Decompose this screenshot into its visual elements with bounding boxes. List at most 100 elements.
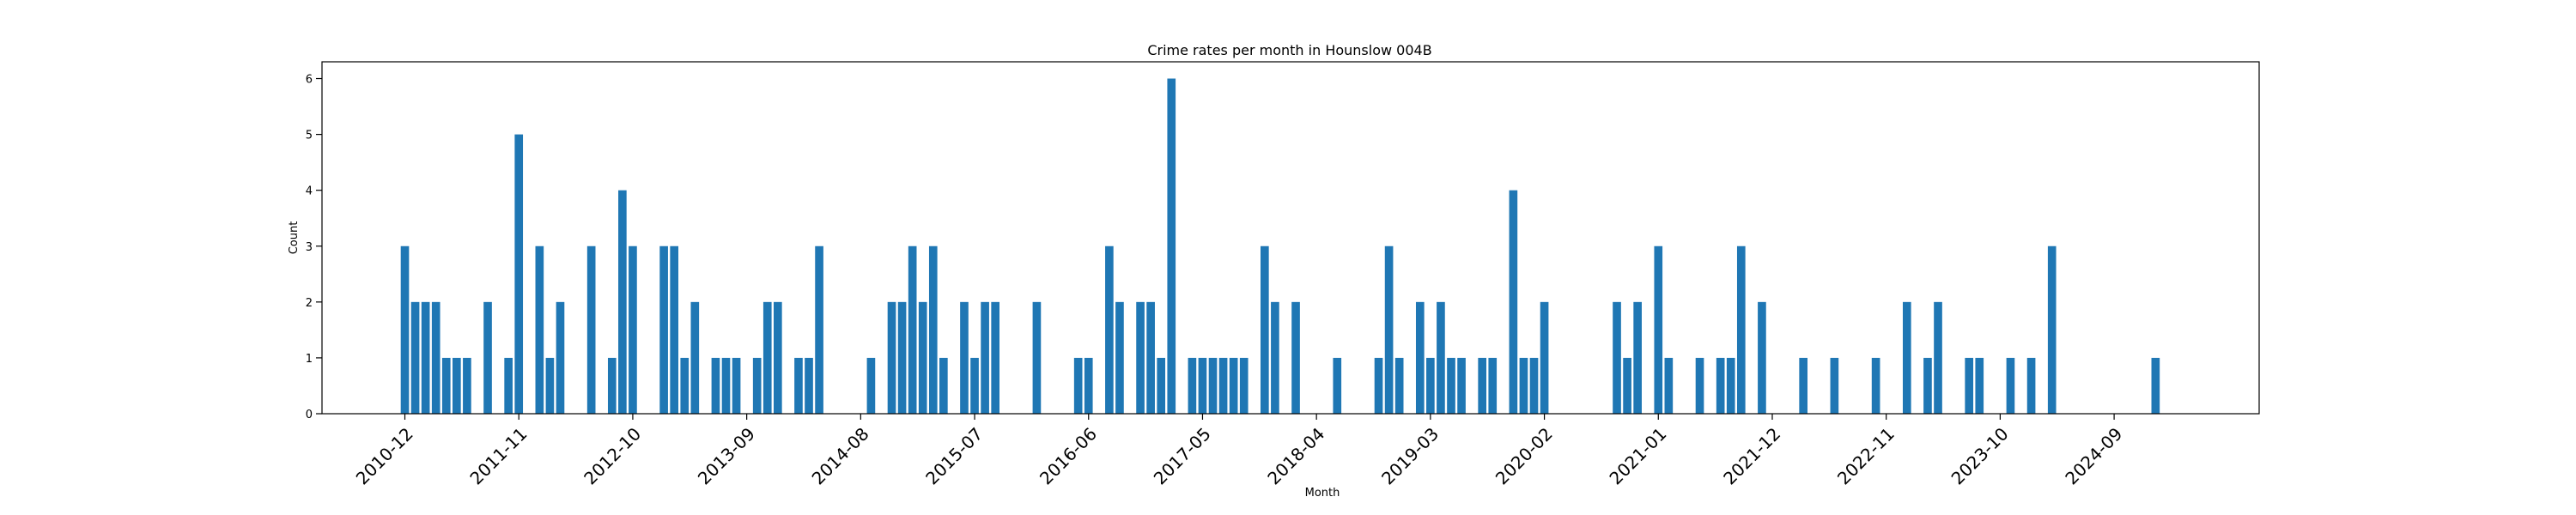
bar [659,245,668,414]
bar [1519,357,1528,414]
y-tick-label: 3 [306,241,313,254]
bar [1509,190,1518,414]
bar [629,245,637,414]
bar [514,134,524,414]
bar [774,301,782,414]
bar [1716,357,1725,414]
bar [1623,357,1631,414]
bar [2047,245,2057,414]
bar [928,245,938,414]
bar [1758,301,1766,414]
bar [1529,357,1539,414]
bar [2026,357,2036,414]
bar [1218,357,1228,414]
bar [960,301,969,414]
y-tick-label: 0 [306,409,313,421]
bar [2151,357,2160,414]
bar [815,245,823,414]
bar [1975,357,1984,414]
bar [970,357,979,414]
bar [556,301,565,414]
y-tick-label: 1 [306,353,313,366]
bar [1613,301,1621,414]
bar [1198,357,1207,414]
bar [453,357,461,414]
bar [1208,357,1218,414]
bar [1726,357,1735,414]
bar [1239,357,1249,414]
bar [441,357,451,414]
bar [721,357,731,414]
bar [410,301,420,414]
bar [1934,301,1942,414]
bar [1965,357,1974,414]
bar [1394,357,1404,414]
bar [680,357,690,414]
bar [991,301,999,414]
bar [1799,357,1807,414]
bar [1478,357,1487,414]
bar [711,357,720,414]
plot-frame [321,61,2260,415]
bar [1333,357,1342,414]
bar [1136,301,1145,414]
bar [421,301,430,414]
bar [463,357,471,414]
bar [1115,301,1124,414]
bar [400,245,410,414]
bar [918,301,927,414]
bar [981,301,989,414]
bar [1229,357,1238,414]
bar [1902,301,1911,414]
bar [1105,245,1114,414]
bar [1426,357,1435,414]
bar [1664,357,1674,414]
bar [1188,357,1197,414]
y-tick-label: 6 [306,74,313,87]
bar [1167,78,1176,415]
bar [690,301,700,414]
bar-series [400,78,2160,415]
bar [1633,301,1642,414]
bar [1261,245,1269,414]
bar [794,357,803,414]
bar [670,245,679,414]
bar [1540,301,1549,414]
bar [732,357,741,414]
bar [1447,357,1455,414]
bar [483,301,492,414]
bar [1271,301,1279,414]
bar [1084,357,1093,414]
y-axis-label: Count [288,221,301,255]
bar [1871,357,1880,414]
bar [1157,357,1166,414]
bar [1291,301,1300,414]
bar [1736,245,1746,414]
bar [1374,357,1383,414]
bar [586,245,596,414]
bar [1695,357,1704,414]
bar [545,357,555,414]
bar [2006,357,2015,414]
bar [607,357,617,414]
bar [1457,357,1466,414]
bar [752,357,762,414]
bar [1488,357,1498,414]
bar [1654,245,1663,414]
bar [535,245,544,414]
bar [1415,301,1425,414]
y-tick-label: 2 [306,297,313,310]
bar [762,301,772,414]
bar [939,357,948,414]
bar [908,245,917,414]
bar [1437,301,1445,414]
bar [1384,245,1394,414]
bar [897,301,907,414]
x-axis-label: Month [1305,487,1340,500]
bar [1830,357,1839,414]
bar [618,190,627,414]
chart-title: Crime rates per month in Hounslow 004B [1147,42,1431,58]
y-tick-label: 5 [306,130,313,142]
